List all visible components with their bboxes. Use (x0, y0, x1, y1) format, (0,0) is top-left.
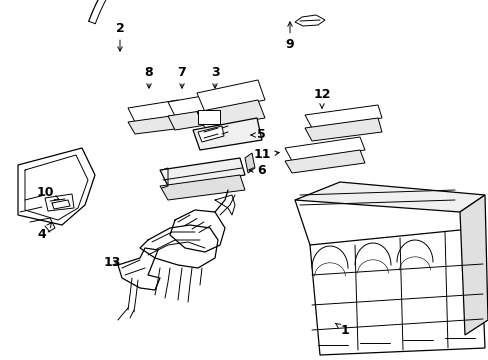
Polygon shape (198, 126, 224, 142)
Polygon shape (128, 115, 183, 134)
Text: 12: 12 (313, 89, 330, 108)
Polygon shape (294, 15, 325, 26)
Text: 4: 4 (38, 223, 51, 242)
Polygon shape (197, 80, 264, 112)
Polygon shape (285, 137, 364, 161)
Bar (198, 110, 220, 124)
Text: 8: 8 (144, 66, 153, 88)
Polygon shape (168, 108, 224, 130)
Polygon shape (244, 153, 254, 173)
Polygon shape (294, 182, 484, 212)
Polygon shape (128, 100, 183, 122)
Polygon shape (197, 100, 264, 128)
Text: 6: 6 (248, 163, 266, 176)
Polygon shape (45, 194, 74, 211)
Text: 2: 2 (115, 22, 124, 51)
Polygon shape (160, 158, 244, 186)
Text: 9: 9 (285, 22, 294, 51)
Polygon shape (309, 228, 484, 355)
Text: 3: 3 (210, 66, 219, 88)
Text: 7: 7 (177, 66, 186, 88)
Polygon shape (18, 148, 95, 225)
Polygon shape (459, 195, 487, 335)
Text: 5: 5 (250, 129, 265, 141)
Polygon shape (193, 118, 262, 150)
Polygon shape (160, 175, 244, 200)
Text: 11: 11 (253, 148, 279, 162)
Polygon shape (285, 150, 364, 173)
Text: 13: 13 (103, 256, 121, 270)
Text: 1: 1 (335, 323, 348, 337)
Polygon shape (305, 118, 381, 141)
Polygon shape (168, 93, 224, 116)
Polygon shape (305, 105, 381, 128)
Text: 10: 10 (36, 186, 59, 200)
